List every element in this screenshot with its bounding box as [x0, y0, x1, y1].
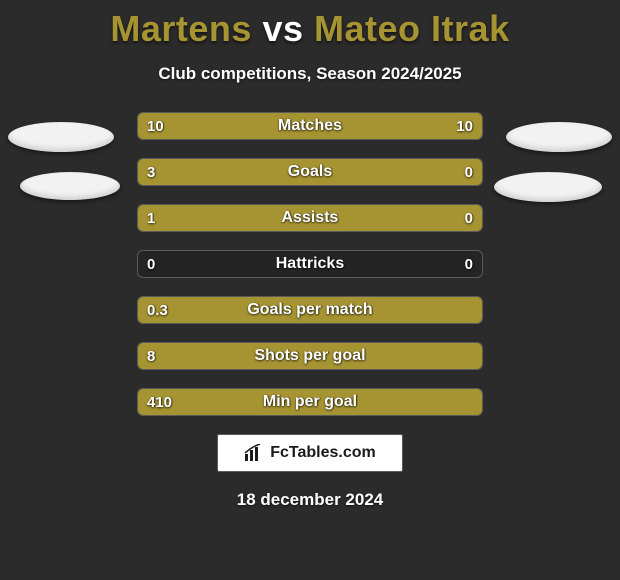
stat-value-left: 0	[137, 250, 165, 278]
player1-name: Martens	[110, 8, 252, 49]
stat-value-right: 0	[455, 204, 483, 232]
stat-row: 30Goals	[137, 158, 483, 186]
stat-row: 1010Matches	[137, 112, 483, 140]
comparison-title: Martens vs Mateo Itrak	[0, 0, 620, 50]
stat-fill-left	[138, 343, 482, 369]
stat-track	[137, 342, 483, 370]
stat-value-right: 0	[455, 158, 483, 186]
generated-date: 18 december 2024	[0, 490, 620, 510]
team-logo-placeholder	[506, 122, 612, 152]
stat-track	[137, 112, 483, 140]
subtitle: Club competitions, Season 2024/2025	[0, 64, 620, 84]
stat-track	[137, 250, 483, 278]
stat-fill-left	[138, 389, 482, 415]
stat-row: 8Shots per goal	[137, 342, 483, 370]
stat-fill-left	[138, 159, 399, 185]
stat-fill-left	[138, 297, 482, 323]
stats-chart: 1010Matches30Goals10Assists00Hattricks0.…	[0, 112, 620, 416]
stat-row: 10Assists	[137, 204, 483, 232]
stat-row: 0.3Goals per match	[137, 296, 483, 324]
stat-row: 00Hattricks	[137, 250, 483, 278]
stat-value-left: 1	[137, 204, 165, 232]
stat-value-left: 10	[137, 112, 174, 140]
chart-icon	[244, 444, 264, 462]
stat-track	[137, 158, 483, 186]
stat-track	[137, 388, 483, 416]
stat-track	[137, 296, 483, 324]
team-logo-placeholder	[20, 172, 120, 200]
stat-row: 410Min per goal	[137, 388, 483, 416]
stat-value-left: 0.3	[137, 296, 178, 324]
stat-value-left: 3	[137, 158, 165, 186]
stat-value-left: 410	[137, 388, 182, 416]
brand-text: FcTables.com	[270, 444, 376, 462]
stat-value-right: 0	[455, 250, 483, 278]
team-logo-placeholder	[8, 122, 114, 152]
player2-name: Mateo Itrak	[314, 8, 510, 49]
vs-separator: vs	[262, 8, 303, 49]
stat-fill-left	[138, 205, 399, 231]
team-logo-placeholder	[494, 172, 602, 202]
stat-track	[137, 204, 483, 232]
stat-value-left: 8	[137, 342, 165, 370]
stat-value-right: 10	[446, 112, 483, 140]
brand-badge: FcTables.com	[217, 434, 403, 472]
